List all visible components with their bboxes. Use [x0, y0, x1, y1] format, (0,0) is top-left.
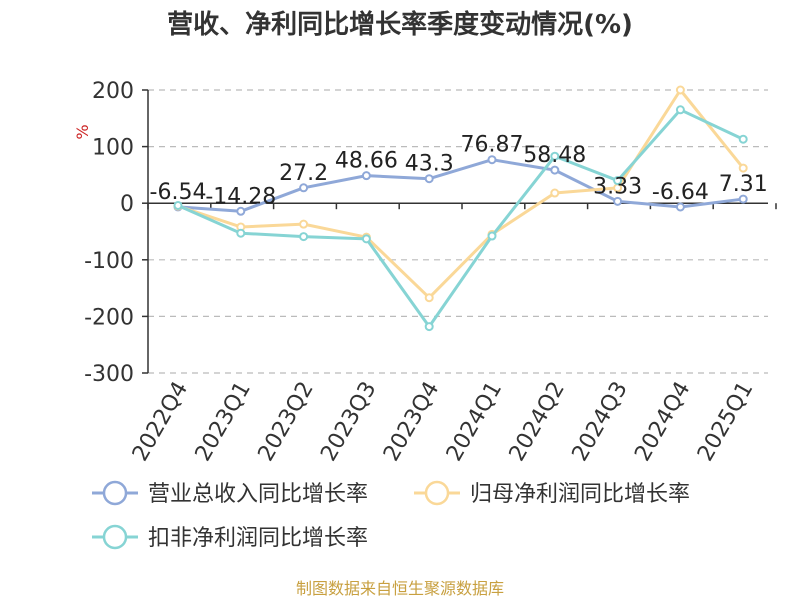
- axes: 2001000-100-200-3002022Q42023Q12023Q2202…: [84, 79, 777, 466]
- series-0-point: [738, 194, 748, 204]
- series-0-point: [299, 183, 309, 193]
- data-label: 3.33: [593, 174, 642, 199]
- x-tick-label: 2023Q4: [379, 378, 444, 466]
- y-tick-label: -300: [84, 362, 134, 387]
- y-tick-label: 0: [120, 192, 134, 217]
- data-label: -6.64: [652, 180, 709, 205]
- series-0-point: [613, 196, 623, 206]
- series-0-point: [236, 206, 246, 216]
- data-label: 27.2: [279, 161, 328, 186]
- data-label: 48.66: [335, 149, 398, 174]
- y-axis-label: %: [73, 124, 92, 139]
- x-tick-label: 2023Q2: [253, 378, 318, 466]
- series-2-point: [173, 200, 183, 210]
- legend-marker: [424, 480, 450, 506]
- legend-marker: [102, 524, 128, 550]
- y-tick-label: 200: [92, 79, 134, 104]
- series-2-point: [361, 234, 371, 244]
- series-1-point: [675, 85, 685, 95]
- x-tick-label: 2024Q1: [442, 378, 507, 466]
- series-0-point: [675, 202, 685, 212]
- series-2-point: [675, 105, 685, 115]
- legend-label: 归母净利润同比增长率: [470, 482, 690, 507]
- series-2-point: [613, 176, 623, 186]
- legend-item-0[interactable]: 营业总收入同比增长率: [92, 480, 368, 507]
- x-tick-label: 2024Q4: [630, 378, 695, 466]
- y-tick-label: -100: [84, 249, 134, 274]
- legend-item-2[interactable]: 扣非净利润同比增长率: [92, 524, 368, 551]
- x-tick-label: 2025Q1: [693, 378, 758, 466]
- series-1-point: [424, 293, 434, 303]
- legend-marker: [102, 480, 128, 506]
- series-2-point: [424, 322, 434, 332]
- data-label: -6.54: [150, 180, 207, 205]
- series-line-0: [177, 158, 744, 213]
- x-tick-label: 2024Q2: [505, 378, 570, 466]
- series-line-2: [177, 108, 744, 329]
- data-label: 76.87: [461, 133, 524, 158]
- data-label: 58.48: [523, 143, 586, 168]
- series-0-point: [424, 174, 434, 184]
- data-label: 7.31: [719, 172, 768, 197]
- series-1-point: [738, 163, 748, 173]
- series-2-point: [550, 151, 560, 161]
- series-2-point: [299, 232, 309, 242]
- series-lines: [173, 85, 748, 332]
- series-line-1: [177, 88, 745, 300]
- series-2-point: [738, 134, 748, 144]
- series-2-point: [487, 231, 497, 241]
- x-tick-label: 2023Q3: [316, 378, 381, 466]
- series-0-point: [487, 155, 497, 165]
- legend-label: 扣非净利润同比增长率: [148, 526, 368, 551]
- series-0-point: [550, 165, 560, 175]
- chart-title: 营收、净利同比增长率季度变动情况(%): [167, 9, 633, 40]
- legend-label: 营业总收入同比增长率: [148, 482, 368, 507]
- legend-item-1[interactable]: 归母净利润同比增长率: [414, 480, 690, 507]
- y-tick-label: 100: [92, 136, 134, 161]
- series-1-point: [299, 219, 309, 229]
- source-note: 制图数据来自恒生聚源数据库: [296, 579, 504, 598]
- series-0-point: [361, 171, 371, 181]
- y-tick-label: -200: [84, 305, 134, 330]
- series-2-point: [236, 228, 246, 238]
- x-tick-label: 2022Q4: [128, 378, 193, 466]
- data-label: 43.3: [405, 152, 454, 177]
- x-tick-label: 2024Q3: [567, 378, 632, 466]
- grid-lines: [148, 89, 768, 374]
- series-1-point: [550, 188, 560, 198]
- x-tick-label: 2023Q1: [191, 378, 256, 466]
- data-label: -14.28: [205, 184, 276, 209]
